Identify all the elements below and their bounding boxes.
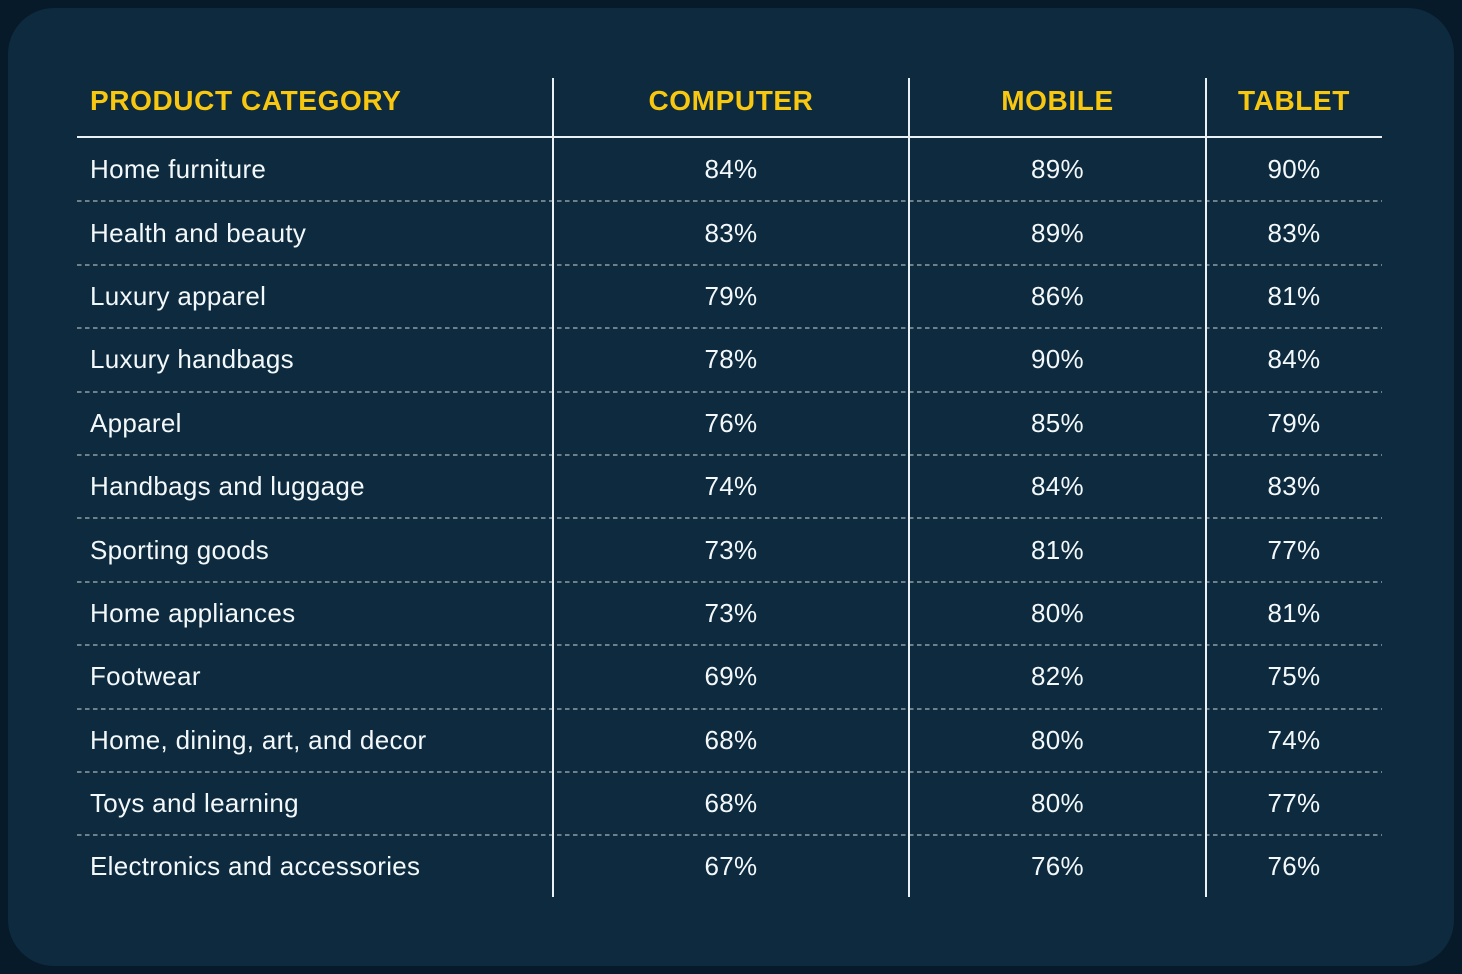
category-cell: Toys and learning <box>90 788 299 819</box>
category-cell: Electronics and accessories <box>90 851 421 882</box>
computer-cell: 83% <box>704 217 758 248</box>
mobile-cell: 90% <box>1031 344 1084 375</box>
tablet-cell: 81% <box>1267 280 1321 311</box>
computer-cell: 76% <box>704 407 758 438</box>
computer-cell: 74% <box>704 471 758 502</box>
tablet-cell: 83% <box>1267 217 1321 248</box>
mobile-cell: 86% <box>1031 280 1084 311</box>
table-card: PRODUCT CATEGORY COMPUTER MOBILE TABLET … <box>8 8 1454 966</box>
computer-cell: 69% <box>704 661 758 692</box>
tablet-cell: 83% <box>1267 471 1321 502</box>
tablet-cell: 77% <box>1267 788 1321 819</box>
column-divider-3 <box>1205 78 1207 897</box>
tablet-cell: 84% <box>1267 344 1321 375</box>
computer-cell: 67% <box>704 851 758 882</box>
computer-cell: 84% <box>704 154 758 185</box>
mobile-cell: 81% <box>1031 534 1084 565</box>
computer-cell: 68% <box>704 724 758 755</box>
tablet-cell: 76% <box>1267 851 1321 882</box>
table-row: Footwear 69% 82% 75% <box>77 645 1382 710</box>
mobile-cell: 76% <box>1031 851 1084 882</box>
category-cell: Handbags and luggage <box>90 471 365 502</box>
category-cell: Footwear <box>90 661 201 692</box>
category-cell: Health and beauty <box>90 217 307 248</box>
table-row: Apparel 76% 85% 79% <box>77 392 1382 457</box>
tablet-cell: 79% <box>1267 407 1321 438</box>
tablet-cell: 74% <box>1267 724 1321 755</box>
tablet-cell: 77% <box>1267 534 1321 565</box>
column-divider-1 <box>552 78 554 897</box>
category-cell: Luxury apparel <box>90 280 267 311</box>
computer-cell: 78% <box>704 344 758 375</box>
mobile-cell: 89% <box>1031 154 1084 185</box>
category-cell: Home, dining, art, and decor <box>90 724 427 755</box>
tablet-cell: 81% <box>1267 597 1321 628</box>
table-row: Sporting goods 73% 81% 77% <box>77 518 1382 584</box>
table-body: Home furniture 84% 89% 90% Health and be… <box>77 138 1382 899</box>
category-cell: Home furniture <box>90 154 267 185</box>
mobile-cell: 80% <box>1031 788 1084 819</box>
computer-cell: 79% <box>704 280 758 311</box>
table-row: Handbags and luggage 74% 84% 83% <box>77 455 1382 520</box>
computer-cell: 68% <box>704 788 758 819</box>
category-cell: Home appliances <box>90 597 296 628</box>
computer-cell: 73% <box>704 597 758 628</box>
column-header-tablet: TABLET <box>1238 85 1350 116</box>
mobile-cell: 80% <box>1031 724 1084 755</box>
column-header-computer: COMPUTER <box>648 85 814 116</box>
table-row: Health and beauty 83% 89% 83% <box>77 201 1382 267</box>
mobile-cell: 80% <box>1031 597 1084 628</box>
column-header-mobile: MOBILE <box>1001 85 1114 116</box>
product-category-device-table: PRODUCT CATEGORY COMPUTER MOBILE TABLET … <box>77 78 1382 899</box>
mobile-cell: 82% <box>1031 661 1084 692</box>
table-row: Luxury handbags 78% 90% 84% <box>77 328 1382 393</box>
table-row: Luxury apparel 79% 86% 81% <box>77 265 1382 330</box>
tablet-cell: 90% <box>1267 154 1321 185</box>
table-row: Toys and learning 68% 80% 77% <box>77 772 1382 837</box>
mobile-cell: 84% <box>1031 471 1084 502</box>
category-cell: Sporting goods <box>90 534 270 565</box>
tablet-cell: 75% <box>1267 661 1321 692</box>
computer-cell: 73% <box>704 534 758 565</box>
mobile-cell: 89% <box>1031 217 1084 248</box>
table-row: Home, dining, art, and decor 68% 80% 74% <box>77 709 1382 774</box>
category-cell: Luxury handbags <box>90 344 294 375</box>
category-cell: Apparel <box>90 407 182 438</box>
column-header-product-category: PRODUCT CATEGORY <box>90 85 402 116</box>
mobile-cell: 85% <box>1031 407 1084 438</box>
table-header-row: PRODUCT CATEGORY COMPUTER MOBILE TABLET <box>77 78 1382 136</box>
table-row: Home furniture 84% 89% 90% <box>77 138 1382 203</box>
table-row: Electronics and accessories 67% 76% 76% <box>77 835 1382 898</box>
column-divider-2 <box>908 78 910 897</box>
table-row: Home appliances 73% 80% 81% <box>77 582 1382 647</box>
header-underline <box>77 136 1382 138</box>
